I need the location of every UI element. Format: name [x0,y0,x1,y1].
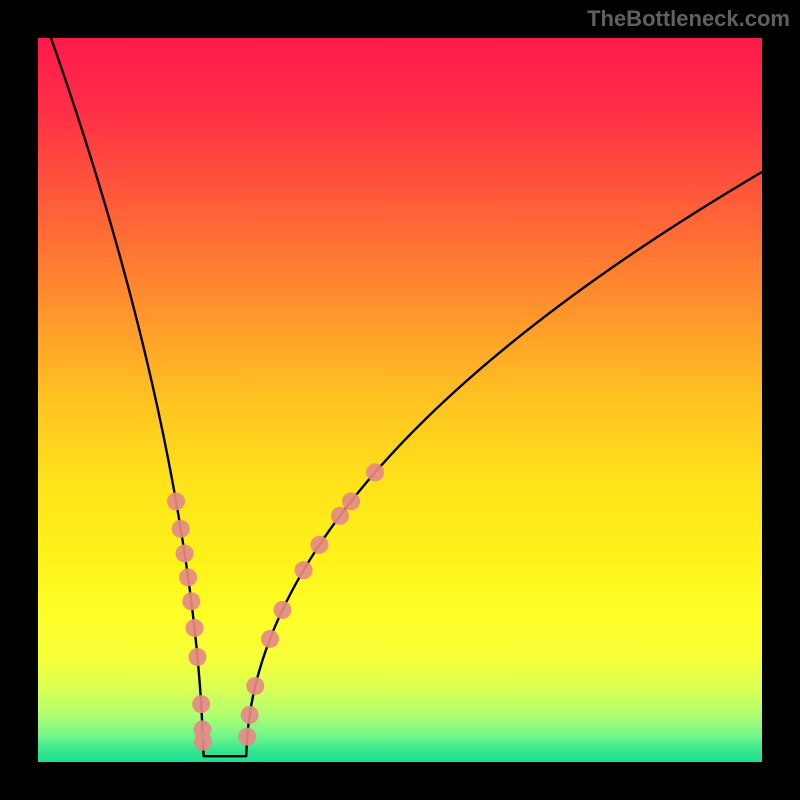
data-marker [241,706,259,724]
data-marker [261,630,279,648]
data-marker [172,520,190,538]
data-marker [194,733,212,751]
data-marker [295,561,313,579]
data-marker [188,648,206,666]
plot-area [38,38,762,762]
data-marker [238,728,256,746]
data-marker [182,592,200,610]
data-marker [331,507,349,525]
figure-root: TheBottleneck.com [0,0,800,800]
data-marker [179,568,197,586]
marker-group [167,463,384,750]
watermark-text: TheBottleneck.com [587,6,790,32]
data-marker [246,677,264,695]
data-marker [176,544,194,562]
data-marker [185,619,203,637]
v-curve [38,38,762,756]
chart-overlay [38,38,762,762]
data-marker [366,463,384,481]
data-marker [167,492,185,510]
data-marker [192,695,210,713]
data-marker [273,601,291,619]
data-marker [310,536,328,554]
data-marker [342,492,360,510]
